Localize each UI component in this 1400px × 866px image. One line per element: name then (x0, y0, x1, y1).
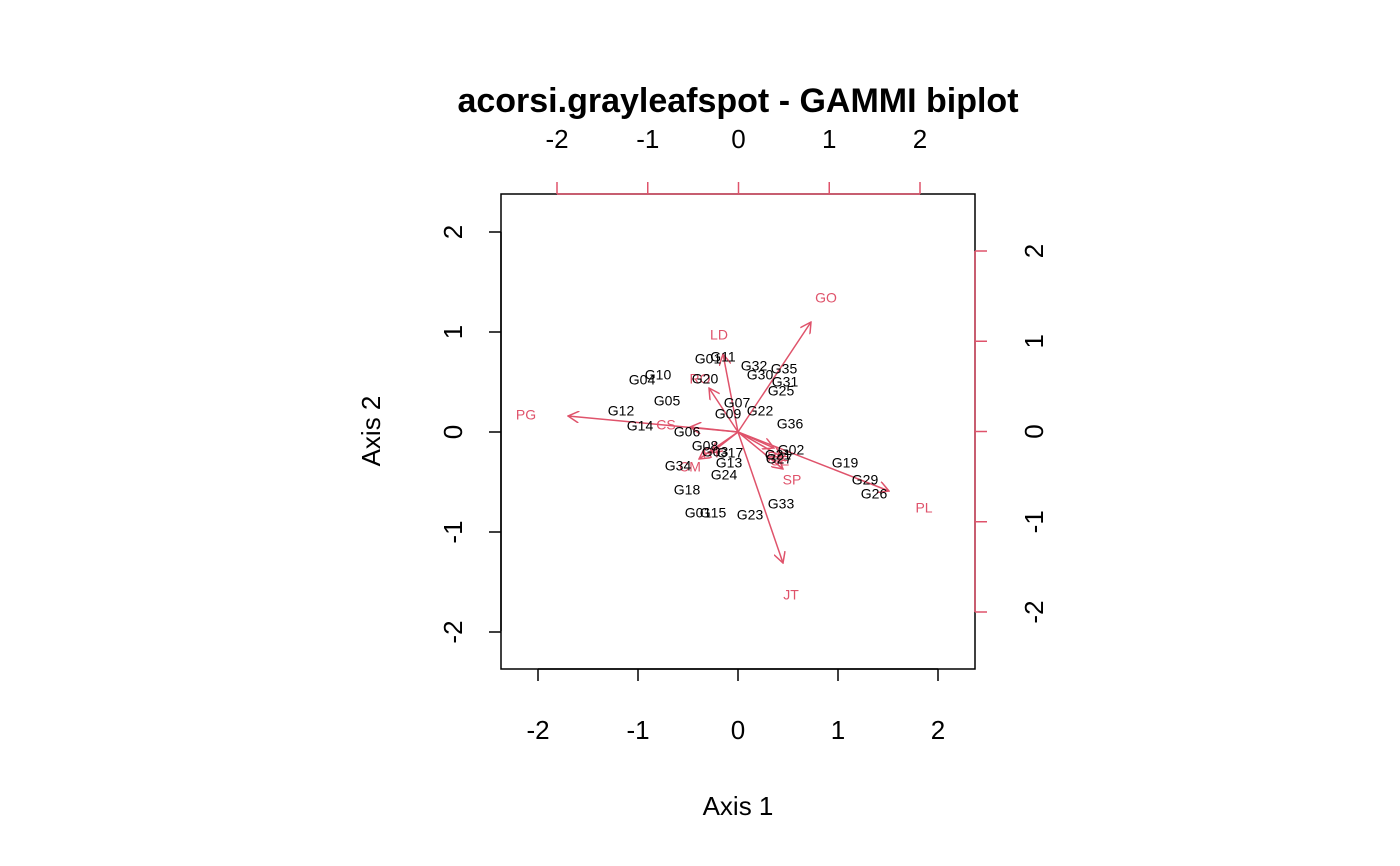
top-tick-label: 1 (822, 124, 836, 154)
left-axis: -2 -1 0 1 2 (438, 225, 502, 644)
genotype-label: G22 (747, 403, 774, 419)
env-label-jt: JT (783, 587, 799, 603)
env-label-pl: PL (915, 500, 932, 516)
y-tick-label: -1 (438, 520, 468, 543)
env-label-cs: CS (656, 417, 675, 433)
genotype-label: G11 (710, 349, 736, 365)
genotype-label: G18 (674, 482, 701, 498)
genotype-label: G06 (674, 424, 701, 440)
genotype-label: G01 (695, 351, 722, 367)
env-label-pg: PG (516, 407, 536, 423)
env-label-ro: RO (690, 371, 711, 387)
genotype-label: G10 (645, 367, 672, 383)
genotype-label: G17 (717, 445, 744, 461)
genotype-label: G33 (768, 496, 795, 512)
y-tick-label: 2 (438, 225, 468, 239)
y-tick-label: 1 (438, 325, 468, 339)
genotype-label: G26 (861, 486, 888, 502)
genotype-label: G20 (692, 371, 719, 387)
right-tick-label: -2 (1019, 600, 1049, 623)
genotype-label: G21 (765, 447, 792, 463)
genotype-label: G07 (724, 395, 751, 411)
genotype-label: G05 (654, 393, 681, 409)
env-label-sp: SP (783, 472, 802, 488)
env-label-rt: RT (703, 445, 722, 461)
genotype-label: G34 (665, 458, 692, 474)
genotype-label: G29 (852, 472, 879, 488)
genotype-label: G01 (685, 505, 712, 521)
chart-title: acorsi.grayleafspot - GAMMI biplot (457, 82, 1018, 120)
genotype-label: G30 (747, 367, 774, 383)
genotype-label: G03 (702, 444, 729, 460)
genotype-label: G04 (629, 372, 656, 388)
env-label-cm: CM (679, 459, 701, 475)
genotype-label: G36 (777, 416, 804, 432)
genotype-label: G23 (737, 507, 764, 523)
genotype-label: G02 (778, 442, 805, 458)
top-tick-label: 0 (731, 124, 745, 154)
y-tick-label: 0 (438, 425, 468, 439)
x-tick-label: 1 (831, 715, 845, 745)
bottom-axis: -2 -1 0 1 2 (526, 668, 945, 745)
y-tick-label: -2 (438, 620, 468, 643)
env-label-pr: PR (767, 449, 786, 465)
top-tick-label: -2 (545, 124, 568, 154)
right-axis: -2 -1 0 1 2 (974, 244, 1049, 624)
genotype-label: G32 (741, 358, 768, 374)
env-vector-se (737, 431, 782, 457)
genotype-label: G09 (715, 406, 742, 422)
x-tick-label: -1 (626, 715, 649, 745)
env-label-ld: LD (710, 327, 728, 343)
env-vector-rt (711, 431, 739, 453)
x-tick-label: -2 (526, 715, 549, 745)
genotype-label: G14 (627, 418, 654, 434)
top-axis: -2 -1 0 1 2 (545, 124, 927, 195)
top-tick-label: 2 (913, 124, 927, 154)
right-tick-label: 0 (1019, 424, 1049, 438)
x-tick-label: 2 (931, 715, 945, 745)
right-tick-label: 2 (1019, 244, 1049, 258)
genotype-label: G19 (832, 455, 859, 471)
x-axis-title: Axis 1 (703, 791, 774, 821)
genotype-label: G25 (768, 383, 795, 399)
env-vector-go (737, 322, 811, 433)
genotype-label: G35 (771, 361, 798, 377)
env-vector-ro (709, 388, 739, 433)
env-label-go: GO (815, 290, 837, 306)
genotype-label: G24 (711, 467, 738, 483)
genotype-label: G08 (692, 438, 719, 454)
genotype-label: G31 (772, 374, 799, 390)
genotype-label: G13 (716, 455, 743, 471)
genotype-label: G12 (608, 403, 635, 419)
right-tick-label: -1 (1019, 510, 1049, 533)
env-vector-sp (737, 431, 783, 469)
env-vector-cs (690, 427, 739, 432)
env-vector-ld (723, 354, 739, 433)
right-tick-label: 1 (1019, 334, 1049, 348)
y-axis-title: Axis 2 (356, 396, 386, 467)
genotype-label: G15 (700, 505, 727, 521)
x-tick-label: 0 (731, 715, 745, 745)
env-vector-jt (737, 431, 783, 563)
environment-vectors (568, 322, 889, 563)
genotype-label: G27 (766, 451, 793, 467)
env-label-se: SE (771, 453, 790, 469)
top-tick-label: -1 (636, 124, 659, 154)
